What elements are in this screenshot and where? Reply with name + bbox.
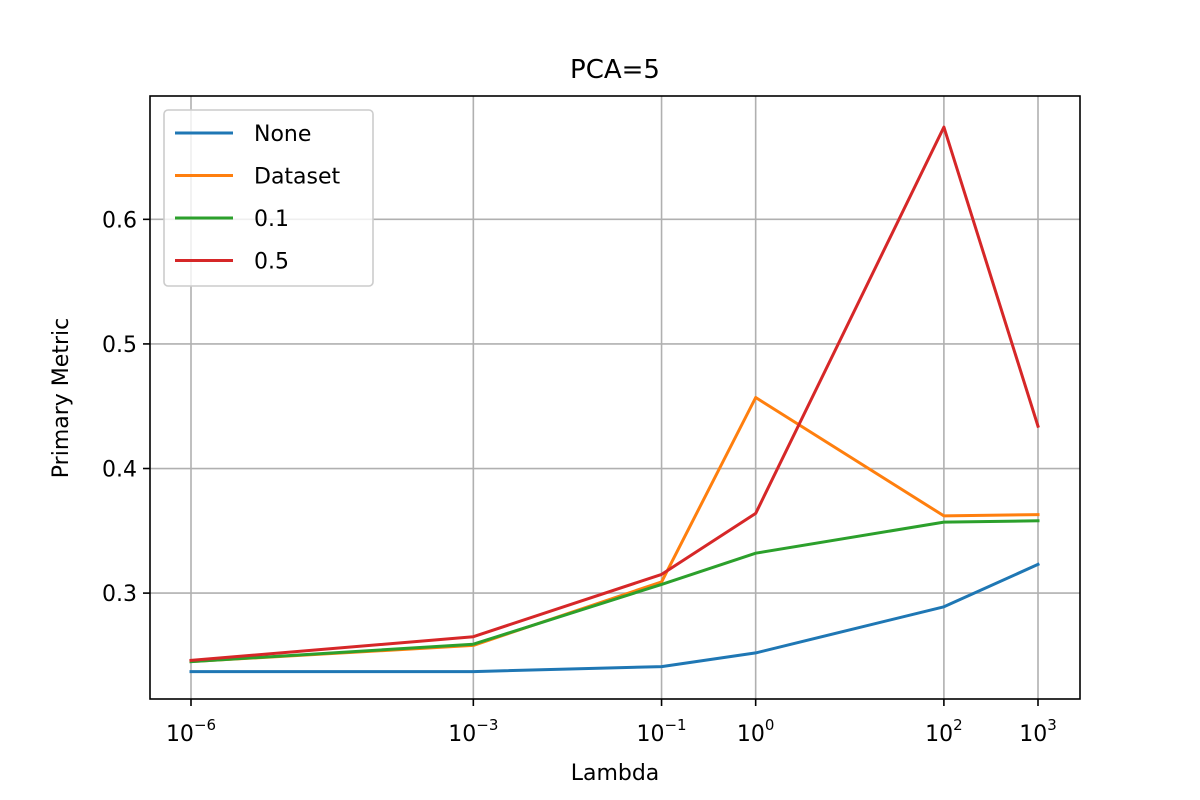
y-tick-label: 0.5 [102,333,137,358]
legend-label: 0.1 [254,207,289,232]
legend-label: Dataset [254,165,341,190]
grid [150,96,1080,699]
x-tick-label: 10−3 [448,716,498,747]
x-tick-label: 10−6 [166,716,216,747]
x-tick-exponent: 3 [1047,716,1057,734]
x-tick-base: 10 [448,722,476,747]
x-tick-label: 103 [1019,716,1057,747]
chart-title: PCA=5 [570,55,660,85]
x-tick-exponent: −1 [664,716,686,734]
x-tick-base: 10 [925,722,953,747]
x-tick-exponent: −3 [476,716,498,734]
series-line-0 [189,562,1040,674]
x-tick-label: 100 [737,716,775,747]
series-line-2 [189,519,1040,664]
x-tick-base: 10 [737,722,765,747]
y-tick-label: 0.3 [102,582,137,607]
x-tick-base: 10 [636,722,664,747]
x-tick-label: 102 [925,716,963,747]
x-axis-label: Lambda [571,761,660,786]
x-tick-exponent: 0 [765,716,775,734]
x-tick-base: 10 [1019,722,1047,747]
x-tick-label: 10−1 [636,716,686,747]
y-tick-label: 0.6 [102,208,137,233]
x-tick-base: 10 [166,722,194,747]
x-tick-exponent: −6 [194,716,216,734]
plot-frame [149,95,1081,700]
series-lines [189,125,1040,674]
y-tick-label: 0.4 [102,458,137,483]
legend-label: None [254,122,311,147]
x-tick-exponent: 2 [953,716,963,734]
legend-label: 0.5 [254,250,289,275]
legend-box [163,109,374,287]
series-line-3 [189,125,1040,663]
legend: None Dataset 0.1 0.5 [163,109,374,287]
y-axis-label: Primary Metric [49,318,74,478]
